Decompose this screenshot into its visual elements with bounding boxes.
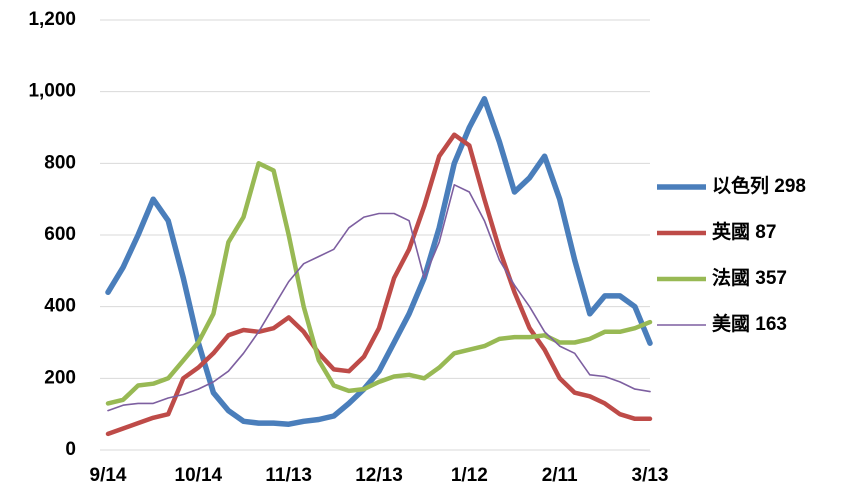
x-tick-label: 2/11	[542, 465, 578, 486]
y-tick-label: 600	[44, 224, 76, 245]
x-tick-label: 9/14	[90, 465, 127, 486]
legend-label: 法國 357	[712, 266, 787, 289]
series-line	[105, 161, 653, 406]
y-tick-label: 1,000	[28, 81, 76, 102]
series-line	[105, 132, 653, 437]
series-line	[107, 184, 651, 412]
y-tick-label: 800	[44, 152, 76, 173]
x-tick-label: 11/13	[265, 465, 312, 486]
legend-label: 以色列 298	[712, 174, 806, 197]
x-tick-label: 3/13	[632, 465, 669, 486]
legend-label: 美國 163	[712, 312, 787, 335]
y-tick-label: 0	[65, 439, 76, 460]
y-tick-label: 1,200	[28, 9, 76, 30]
x-tick-label: 1/12	[451, 465, 488, 486]
x-tick-label: 10/14	[175, 465, 223, 486]
x-tick-label: 12/13	[355, 465, 403, 486]
y-tick-label: 400	[44, 296, 76, 317]
y-tick-label: 200	[44, 367, 76, 388]
legend-label: 英國 87	[712, 220, 776, 243]
